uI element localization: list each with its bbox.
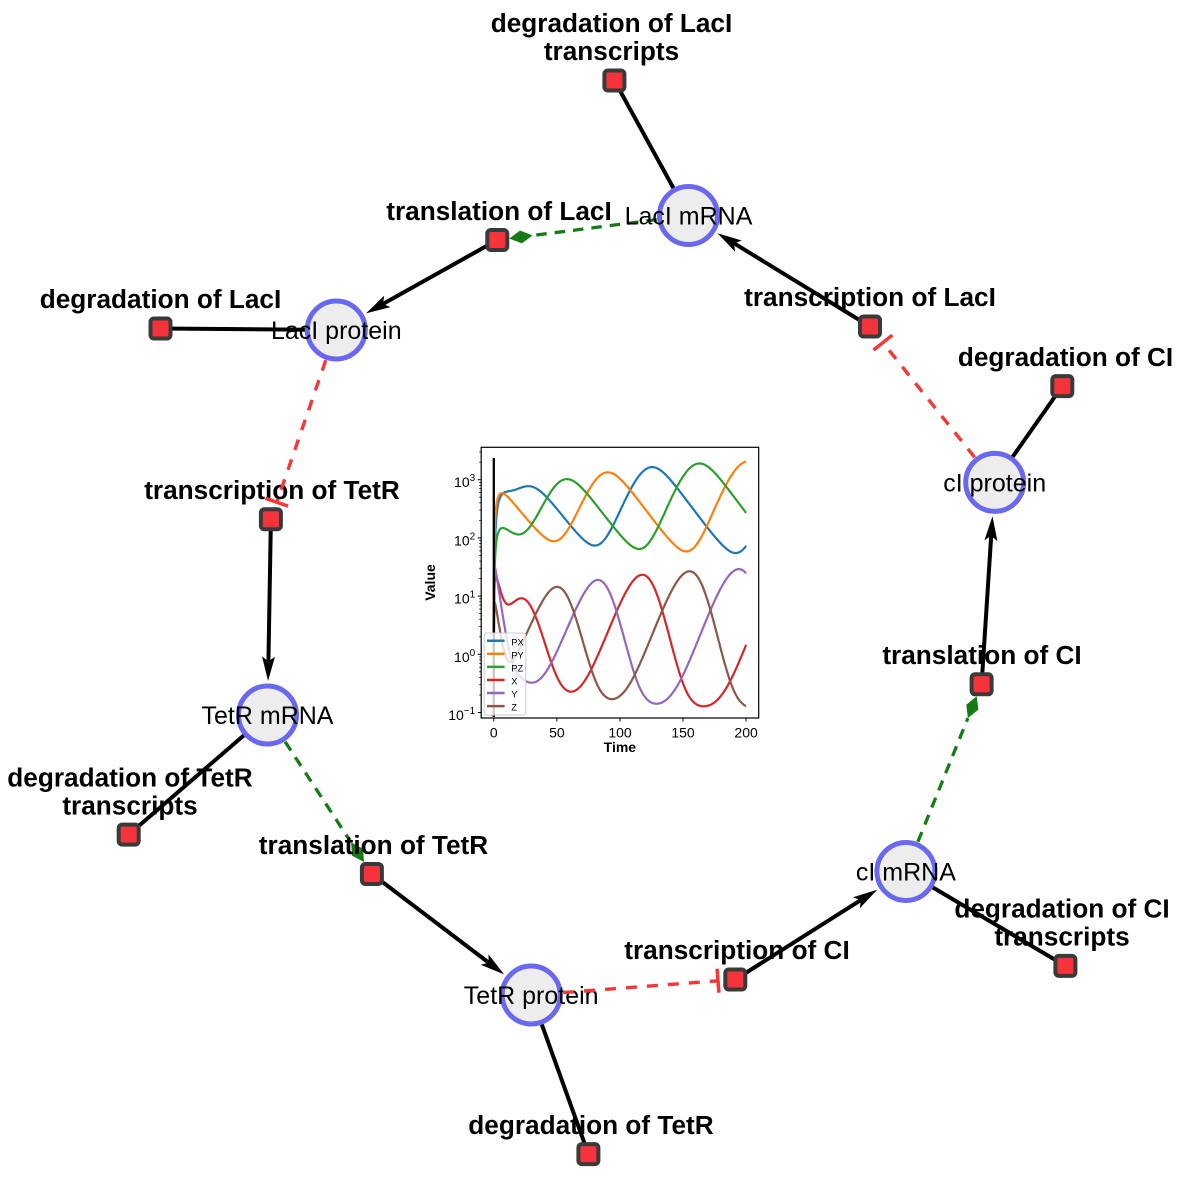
svg-text:degradation of LacI: degradation of LacI — [491, 8, 733, 38]
svg-text:translation of CI: translation of CI — [882, 640, 1081, 670]
svg-text:102: 102 — [454, 531, 476, 548]
svg-text:cI mRNA: cI mRNA — [856, 859, 956, 887]
svg-text:Y: Y — [511, 690, 517, 700]
svg-text:degradation of TetR: degradation of TetR — [7, 762, 252, 792]
svg-text:transcription of CI: transcription of CI — [624, 935, 850, 965]
svg-text:101: 101 — [454, 590, 476, 607]
svg-text:103: 103 — [454, 473, 476, 490]
svg-text:transcripts: transcripts — [994, 922, 1129, 952]
svg-text:PX: PX — [511, 637, 523, 647]
svg-text:TetR protein: TetR protein — [464, 982, 599, 1010]
svg-text:degradation of CI: degradation of CI — [958, 342, 1173, 372]
svg-text:translation of TetR: translation of TetR — [259, 830, 488, 860]
svg-text:degradation of TetR: degradation of TetR — [468, 1110, 713, 1140]
svg-text:degradation of LacI: degradation of LacI — [40, 284, 282, 314]
svg-text:X: X — [511, 677, 517, 687]
svg-text:100: 100 — [454, 648, 476, 665]
svg-text:100: 100 — [608, 725, 632, 741]
svg-text:transcripts: transcripts — [544, 36, 679, 66]
svg-text:150: 150 — [671, 725, 695, 741]
svg-text:LacI mRNA: LacI mRNA — [625, 203, 753, 231]
svg-text:50: 50 — [549, 725, 565, 741]
svg-text:PZ: PZ — [511, 664, 523, 674]
svg-text:degradation of CI: degradation of CI — [954, 894, 1169, 924]
svg-text:transcripts: transcripts — [62, 790, 197, 820]
svg-text:transcription of LacI: transcription of LacI — [744, 282, 996, 312]
svg-text:Z: Z — [511, 703, 517, 713]
svg-text:translation of LacI: translation of LacI — [386, 196, 612, 226]
svg-text:cI protein: cI protein — [943, 469, 1046, 497]
svg-text:LacI protein: LacI protein — [271, 317, 402, 345]
svg-text:PY: PY — [511, 651, 523, 661]
svg-text:Value: Value — [422, 564, 438, 601]
svg-text:10−1: 10−1 — [448, 706, 475, 723]
svg-text:TetR mRNA: TetR mRNA — [202, 702, 334, 730]
svg-text:200: 200 — [734, 725, 758, 741]
svg-text:Time: Time — [604, 739, 637, 755]
svg-text:0: 0 — [490, 725, 498, 741]
